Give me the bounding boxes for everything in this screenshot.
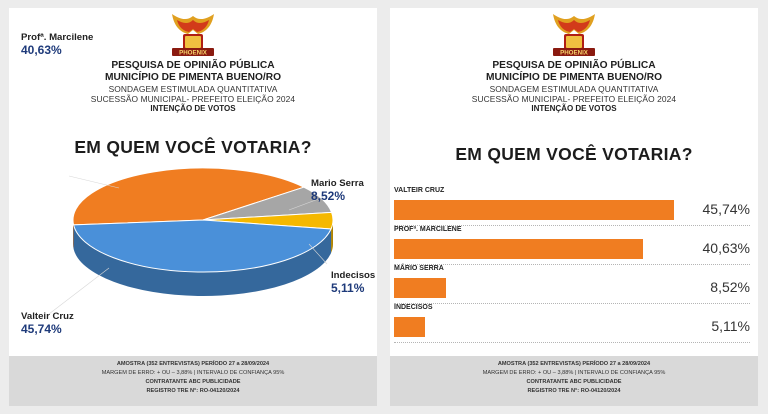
footer-margin: MARGEM DE ERRO: + OU – 3,88% | INTERVALO… — [101, 370, 285, 376]
bar-panel: PHOENIX PESQUISA DE OPINIÃO PÚBLICA MUNI… — [390, 8, 758, 406]
subtitle-line-2: SUCESSÃO MUNICIPAL- PREFEITO ELEIÇÃO 202… — [90, 94, 296, 104]
question-heading: EM QUEM VOCÊ VOTARIA? — [455, 144, 693, 164]
pie-wall-prof-marcilene — [73, 220, 74, 249]
title-line-1: PESQUISA DE OPINIÃO PÚBLICA — [492, 60, 656, 71]
logo-text: PHOENIX — [179, 50, 208, 57]
bar — [394, 239, 643, 259]
pie-chart — [48, 167, 334, 315]
bar-value-label: 45,74% — [702, 201, 750, 217]
bar-category-label: VALTEIR CRUZ — [394, 187, 445, 194]
pie-leader-line — [48, 267, 110, 315]
footer-contractor: CONTRATANTE ABC PUBLICIDADE — [526, 379, 622, 385]
bar-value-label: 5,11% — [711, 318, 750, 334]
subtitle-line-1: SONDAGEM ESTIMULADA QUANTITATIVA — [108, 84, 278, 94]
bar-row: MÁRIO SERRA 8,52% — [394, 265, 754, 305]
pie-label-mario: Mario Serra 8,52% — [311, 178, 364, 203]
pie-slice-prof-marcilene — [72, 167, 306, 226]
title-line-2: MUNICÍPIO DE PIMENTA BUENO/RO — [104, 72, 282, 83]
bar-category-label: PROFª. MARCILENE — [394, 226, 462, 233]
title-line-1: PESQUISA DE OPINIÃO PÚBLICA — [111, 60, 275, 71]
pie-leader-line — [68, 175, 120, 189]
bar-row: INDECISOS 5,11% — [394, 304, 754, 344]
bar — [394, 317, 426, 337]
bar-category-label: INDECISOS — [394, 304, 433, 311]
methodology-footer: AMOSTRA (352 ENTREVISTAS) PERÍODO 27 a 2… — [390, 356, 758, 406]
methodology-footer: AMOSTRA (352 ENTREVISTAS) PERÍODO 27 a 2… — [9, 356, 377, 406]
footer-registry: REGISTRO TRE N°: RO-04120/2024 — [527, 388, 621, 394]
bar-value-label: 40,63% — [702, 240, 750, 256]
bar-row: VALTEIR CRUZ 45,74% — [394, 187, 754, 227]
pie-slice-valteir-cruz — [72, 219, 332, 273]
phoenix-logo: PHOENIX — [172, 14, 214, 57]
row-separator — [394, 225, 750, 226]
pie-leader-line — [288, 197, 322, 211]
row-separator — [394, 264, 750, 265]
subtitle-line-3: INTENÇÃO DE VOTOS — [531, 104, 617, 113]
subtitle-line-1: SONDAGEM ESTIMULADA QUANTITATIVA — [489, 84, 659, 94]
subtitle-line-2: SUCESSÃO MUNICIPAL- PREFEITO ELEIÇÃO 202… — [471, 94, 677, 104]
bar-category-label: MÁRIO SERRA — [394, 265, 444, 272]
footer-margin: MARGEM DE ERRO: + OU – 3,88% | INTERVALO… — [482, 370, 666, 376]
footer-sample: AMOSTRA (352 ENTREVISTAS) PERÍODO 27 a 2… — [116, 361, 270, 367]
pie-wall-valteir-cruz — [73, 224, 332, 296]
subtitle-line-3: INTENÇÃO DE VOTOS — [150, 104, 236, 113]
footer-contractor: CONTRATANTE ABC PUBLICIDADE — [145, 379, 241, 385]
bar-row: PROFª. MARCILENE 40,63% — [394, 226, 754, 266]
phoenix-logo: PHOENIX — [553, 14, 595, 57]
bar-value-label: 8,52% — [710, 279, 750, 295]
bar — [394, 200, 674, 220]
footer-sample: AMOSTRA (352 ENTREVISTAS) PERÍODO 27 a 2… — [497, 361, 651, 367]
logo-text: PHOENIX — [560, 50, 589, 57]
bar — [394, 278, 447, 298]
question-heading: EM QUEM VOCÊ VOTARIA? — [74, 137, 312, 157]
row-separator — [394, 342, 750, 343]
pie-panel: PHOENIX PESQUISA DE OPINIÃO PÚBLICA MUNI… — [9, 8, 377, 406]
pie-label-marcilene: Profª. Marcilene 40,63% — [21, 32, 94, 57]
row-separator — [394, 303, 750, 304]
pie-label-indecisos: Indecisos 5,11% — [331, 270, 376, 295]
title-line-2: MUNICÍPIO DE PIMENTA BUENO/RO — [485, 72, 663, 83]
footer-registry: REGISTRO TRE N°: RO-04120/2024 — [146, 388, 240, 394]
pie-leader-line — [308, 243, 328, 265]
pie-label-valteir: Valteir Cruz 45,74% — [21, 311, 74, 336]
